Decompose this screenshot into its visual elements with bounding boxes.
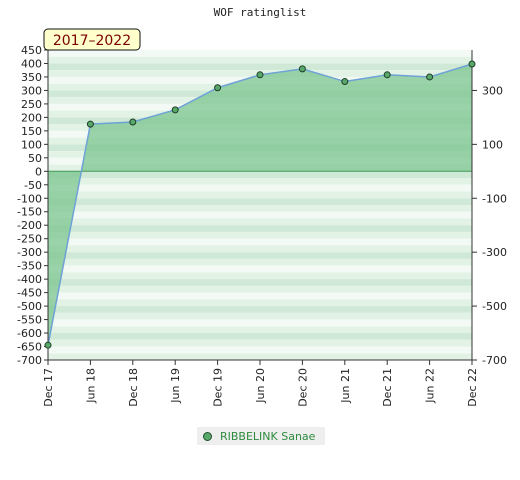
y-tick-label: -200 [17, 219, 42, 232]
grid-band [48, 198, 472, 205]
x-tick-label: Jun 20 [254, 368, 267, 404]
y-tick-label: 400 [21, 57, 42, 70]
data-point [256, 71, 264, 79]
grid-band [48, 184, 472, 192]
y-tick-label: -450 [17, 287, 42, 300]
y-tick-label: -700 [17, 354, 42, 367]
grid-band [48, 225, 472, 232]
grid-band [48, 279, 472, 286]
grid-band [48, 333, 472, 340]
y-tick-label-right: -500 [482, 300, 507, 313]
y-tick-label: -150 [17, 206, 42, 219]
data-point [44, 341, 52, 349]
grid-band [48, 353, 472, 360]
x-tick-label: Jun 18 [84, 368, 97, 404]
y-tick-label: 450 [21, 44, 42, 57]
data-point [214, 84, 222, 92]
y-tick-label: -400 [17, 273, 42, 286]
data-point [171, 106, 179, 114]
y-tick-label: 250 [21, 98, 42, 111]
x-tick-label: Dec 22 [466, 368, 479, 407]
y-tick-label: 350 [21, 71, 42, 84]
y-tick-label-right: 100 [482, 138, 503, 151]
x-tick-label: Dec 19 [212, 368, 225, 407]
grid-band [48, 265, 472, 273]
y-tick-label: -100 [17, 192, 42, 205]
period-badge: 2017–2022 [43, 28, 141, 51]
x-tick-label: Jun 22 [424, 368, 437, 404]
y-tick-label: -350 [17, 260, 42, 273]
chart-title: WOF ratinglist [213, 6, 307, 19]
x-tick-label: Jun 21 [339, 368, 352, 404]
y-tick-label: -550 [17, 314, 42, 327]
grid-band [48, 50, 472, 57]
y-tick-label: 200 [21, 111, 42, 124]
y-tick-label: -300 [17, 246, 42, 259]
grid-band [48, 171, 472, 179]
data-point [341, 78, 349, 86]
grid-band [48, 312, 472, 320]
grid-band [48, 285, 472, 293]
grid-band [48, 56, 472, 64]
grid-band [48, 258, 472, 266]
grid-band [48, 245, 472, 253]
grid-band [48, 191, 472, 199]
grid-band [48, 63, 472, 71]
y-tick-label-right: 300 [482, 84, 503, 97]
data-point [426, 73, 434, 81]
y-tick-label: -50 [24, 179, 42, 192]
grid-band [48, 218, 472, 226]
grid-band [48, 292, 472, 300]
y-tick-label: -250 [17, 233, 42, 246]
data-point [383, 71, 391, 79]
data-point [129, 118, 137, 126]
x-tick-label: Dec 20 [296, 368, 309, 407]
grid-band [48, 299, 472, 307]
grid-band [48, 205, 472, 212]
y-tick-label: 0 [35, 165, 42, 178]
data-point [86, 120, 94, 128]
y-tick-label: 100 [21, 138, 42, 151]
y-ticks-left: 450400350300250200150100500-50-100-150-2… [17, 44, 48, 367]
x-tick-label: Dec 21 [381, 368, 394, 407]
y-tick-label: -650 [17, 341, 42, 354]
series-points [44, 60, 476, 349]
y-tick-label-right: -300 [482, 246, 507, 259]
y-ticks-right: 300 100 -100 -300 -500 -700 [472, 84, 507, 367]
y-tick-label: 300 [21, 84, 42, 97]
data-point [468, 60, 476, 68]
data-point [298, 65, 306, 73]
grid-band [48, 319, 472, 327]
period-badge-text: 2017–2022 [53, 33, 131, 49]
grid-band [48, 252, 472, 259]
x-tick-label: Jun 19 [169, 368, 182, 404]
grid-band [48, 231, 472, 239]
y-tick-label-right: -100 [482, 192, 507, 205]
x-ticks: Dec 17 Jun 18 Dec 18 Jun 19 Dec 19 Jun 20 Dec … [42, 360, 479, 407]
grid-band [48, 326, 472, 334]
y-tick-label: -600 [17, 327, 42, 340]
grid-band [48, 178, 472, 185]
grid-band [48, 346, 472, 354]
grid-band [48, 272, 472, 280]
x-tick-label: Dec 18 [127, 368, 140, 407]
legend-marker [203, 431, 212, 441]
x-tick-label: Dec 17 [42, 368, 55, 407]
y-tick-label: 50 [28, 152, 42, 165]
grid-band [48, 238, 472, 246]
grid-band [48, 211, 472, 219]
y-tick-label: -500 [17, 300, 42, 313]
grid-band [48, 339, 472, 347]
y-tick-label: 150 [21, 125, 42, 138]
legend: RIBBELINK Sanae [197, 427, 325, 445]
grid-band [48, 306, 472, 313]
legend-label: RIBBELINK Sanae [220, 429, 316, 443]
y-tick-label-right: -700 [482, 354, 507, 367]
